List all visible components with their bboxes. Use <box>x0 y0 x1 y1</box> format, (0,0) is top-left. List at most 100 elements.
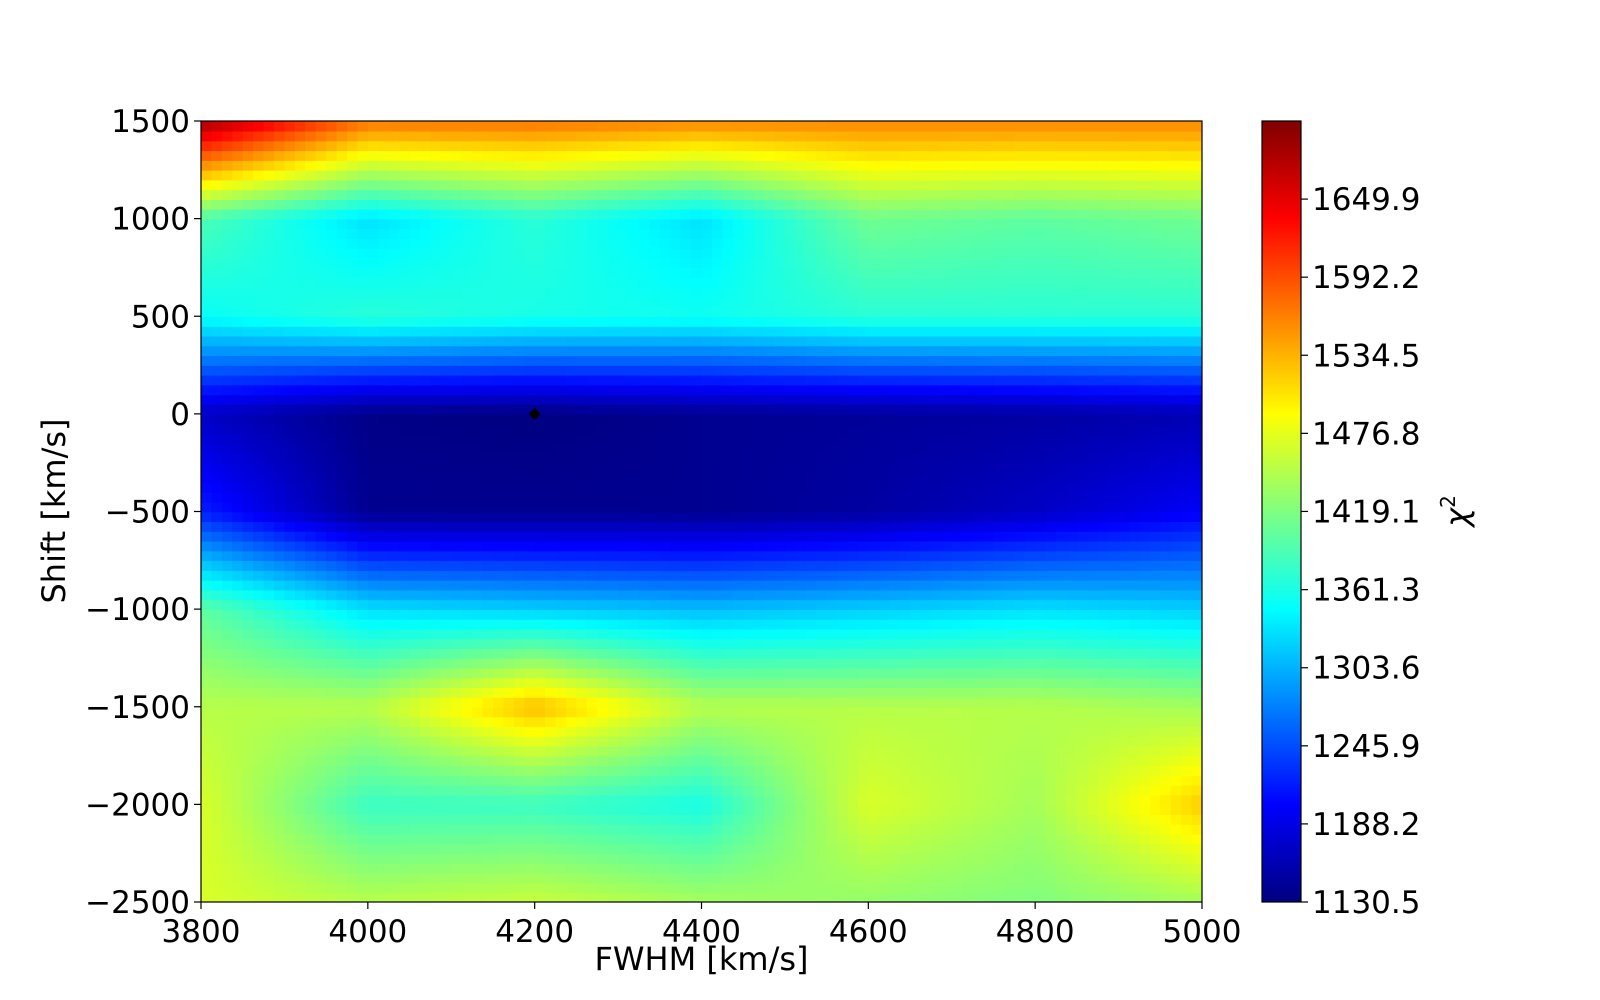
heatmap-cell <box>659 853 672 864</box>
heatmap-cell <box>263 482 275 493</box>
heatmap-cell <box>659 843 672 854</box>
heatmap-cell <box>680 531 692 542</box>
heatmap-cell <box>784 687 797 698</box>
heatmap-cell <box>711 872 724 884</box>
heatmap-cell <box>315 648 327 659</box>
heatmap-cell <box>1024 638 1036 649</box>
heatmap-cell <box>440 872 453 884</box>
heatmap-cell <box>962 716 974 728</box>
heatmap-cell <box>346 501 359 513</box>
heatmap-cell <box>482 882 494 894</box>
heatmap-cell <box>451 716 463 728</box>
heatmap-cell <box>1056 443 1068 454</box>
heatmap-cell <box>388 521 400 532</box>
heatmap-cell <box>899 394 911 405</box>
heatmap-cell <box>826 423 838 435</box>
heatmap-cell <box>618 501 630 513</box>
heatmap-cell <box>732 579 745 591</box>
heatmap-cell <box>795 511 807 523</box>
heatmap-cell <box>680 550 692 562</box>
heatmap-cell <box>253 833 265 845</box>
heatmap-cell <box>503 540 515 552</box>
heatmap-cell <box>618 648 630 659</box>
heatmap-cell <box>1076 394 1089 405</box>
heatmap-cell <box>1014 648 1026 659</box>
heatmap-cell <box>972 872 984 884</box>
heatmap-cell <box>983 843 995 854</box>
heatmap-cell <box>565 443 578 454</box>
heatmap-cell <box>419 696 432 708</box>
heatmap-cell <box>346 736 359 747</box>
heatmap-cell <box>618 531 630 542</box>
heatmap-cell <box>597 648 609 659</box>
heatmap-cell <box>346 687 359 698</box>
heatmap-cell <box>409 745 421 757</box>
heatmap-cell <box>1108 853 1120 864</box>
heatmap-cell <box>951 794 963 806</box>
heatmap-cell <box>628 775 640 786</box>
heatmap-cell <box>941 755 953 767</box>
heatmap-cell <box>1066 599 1078 610</box>
heatmap-cell <box>294 462 307 474</box>
heatmap-cell <box>1003 501 1016 513</box>
heatmap-cell <box>534 892 546 902</box>
heatmap-cell <box>857 833 870 845</box>
heatmap-cell <box>1056 833 1068 845</box>
heatmap-cell <box>315 706 327 718</box>
heatmap-cell <box>711 472 724 484</box>
heatmap-cell <box>1066 433 1078 444</box>
heatmap-cell <box>899 706 911 718</box>
heatmap-cell <box>211 706 223 718</box>
heatmap-cell <box>388 892 400 902</box>
heatmap-cell <box>711 462 724 474</box>
heatmap-cell <box>701 882 713 894</box>
heatmap-cell <box>430 472 442 484</box>
heatmap-cell <box>670 657 682 669</box>
heatmap-cell <box>211 657 223 669</box>
heatmap-cell <box>1066 745 1078 757</box>
heatmap-cell <box>962 521 974 532</box>
heatmap-cell <box>784 491 797 503</box>
heatmap-cell <box>534 696 546 708</box>
heatmap-cell <box>1191 531 1202 542</box>
heatmap-cell <box>753 531 765 542</box>
heatmap-cell <box>586 833 599 845</box>
heatmap-cell <box>743 872 755 884</box>
heatmap-cell <box>1139 618 1151 630</box>
heatmap-cell <box>565 667 578 679</box>
heatmap-cell <box>211 501 223 513</box>
heatmap-cell <box>1108 462 1120 474</box>
heatmap-cell <box>941 687 953 698</box>
heatmap-cell <box>670 765 682 776</box>
heatmap-cell <box>701 423 713 435</box>
heatmap-cell <box>378 413 390 425</box>
heatmap-cell <box>1181 648 1193 659</box>
heatmap-cell <box>1170 452 1182 464</box>
heatmap-cell <box>315 823 327 835</box>
heatmap-cell <box>253 726 265 737</box>
heatmap-cell <box>273 804 286 815</box>
heatmap-cell <box>253 638 265 649</box>
heatmap-cell <box>1035 706 1047 718</box>
heatmap-cell <box>1191 589 1202 601</box>
heatmap-cell <box>1160 550 1172 562</box>
heatmap-cell <box>795 452 807 464</box>
heatmap-cell <box>201 687 213 698</box>
heatmap-cell <box>607 618 619 630</box>
heatmap-cell <box>1014 550 1026 562</box>
heatmap-cell <box>1191 726 1202 737</box>
heatmap-cell <box>1191 745 1202 757</box>
heatmap-cell <box>753 696 765 708</box>
heatmap-cell <box>419 687 432 698</box>
heatmap-cell <box>670 784 682 796</box>
heatmap-cell <box>899 570 911 581</box>
heatmap-cell <box>972 775 984 786</box>
heatmap-cell <box>1097 560 1109 571</box>
heatmap-cell <box>847 716 859 728</box>
heatmap-cell <box>221 882 234 894</box>
heatmap-cell <box>857 618 870 630</box>
heatmap-cell <box>847 794 859 806</box>
heatmap-cell <box>492 452 505 464</box>
heatmap-cell <box>1024 404 1036 415</box>
heatmap-cell <box>346 804 359 815</box>
